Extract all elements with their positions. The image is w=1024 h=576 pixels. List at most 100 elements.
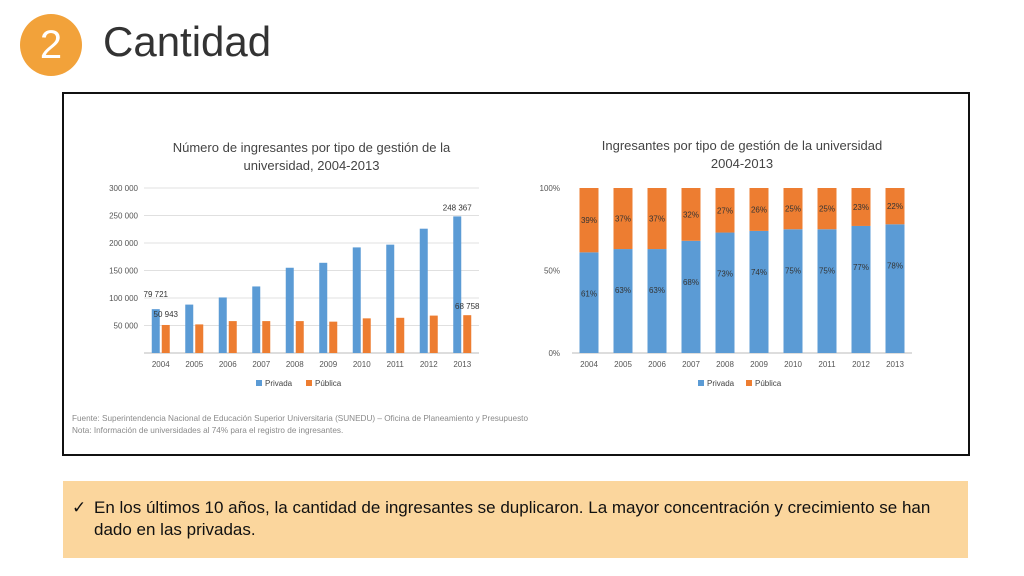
bar-publica-2011 [817, 188, 837, 230]
x-tick-label: 2009 [750, 360, 768, 369]
data-label-privada: 77% [853, 263, 869, 272]
bar-privada-2004 [151, 309, 160, 353]
x-tick-label: 2007 [252, 360, 270, 369]
chart-title-line: Ingresantes por tipo de gestión de la un… [602, 138, 882, 153]
data-label-publica: 27% [717, 206, 733, 215]
legend-swatch-privada [698, 380, 704, 386]
bar-publica-2004 [161, 324, 170, 353]
bar-privada-2012 [419, 228, 428, 353]
bar-publica-2007 [681, 188, 701, 241]
legend-label: Pública [755, 379, 782, 388]
bar-publica-2009 [329, 321, 338, 353]
x-tick-label: 2010 [784, 360, 802, 369]
y-tick-label: 0% [548, 349, 560, 358]
bar-privada-2009 [319, 262, 328, 353]
bar-publica-2005 [613, 188, 633, 250]
x-tick-label: 2010 [353, 360, 371, 369]
bar-publica-2009 [749, 188, 769, 231]
data-label-publica: 37% [649, 215, 665, 224]
bar-publica-2004 [579, 188, 599, 253]
bar-privada-2011 [817, 229, 837, 353]
bar-publica-2005 [195, 324, 204, 353]
stacked-bar-chart-porcentaje: Ingresantes por tipo de gestión de la un… [540, 138, 912, 388]
bar-privada-2012 [851, 225, 871, 353]
data-label-privada: 68% [683, 278, 699, 287]
y-tick-label: 250 000 [109, 212, 138, 221]
data-label-privada: 63% [649, 286, 665, 295]
data-label-publica: 37% [615, 215, 631, 224]
x-tick-label: 2004 [580, 360, 598, 369]
bar-privada-2010 [783, 229, 803, 353]
chart-title-line: universidad, 2004-2013 [244, 158, 380, 173]
data-label-publica: 22% [887, 202, 903, 211]
x-tick-label: 2012 [852, 360, 870, 369]
x-tick-label: 2005 [185, 360, 203, 369]
data-label-privada: 75% [785, 266, 801, 275]
x-tick-label: 2011 [818, 360, 836, 369]
data-label-publica: 39% [581, 216, 597, 225]
bar-publica-2012 [429, 315, 438, 353]
data-label-publica: 25% [819, 205, 835, 214]
x-tick-label: 2006 [648, 360, 666, 369]
data-label-privada: 63% [615, 286, 631, 295]
data-label-privada: 73% [717, 270, 733, 279]
legend-label: Privada [707, 379, 735, 388]
conclusion-text: En los últimos 10 años, la cantidad de i… [94, 498, 931, 539]
y-tick-label: 300 000 [109, 184, 138, 193]
x-tick-label: 2008 [716, 360, 734, 369]
bar-publica-2011 [396, 317, 405, 353]
x-tick-label: 2007 [682, 360, 700, 369]
conclusion-callout: ✓ En los últimos 10 años, la cantidad de… [63, 481, 968, 558]
page-title: Cantidad [103, 18, 272, 65]
data-label: 248 367 [443, 203, 472, 212]
data-label: 79 721 [144, 290, 169, 299]
source-footnote: Fuente: Superintendencia Nacional de Edu… [72, 414, 529, 423]
bar-privada-2013 [885, 224, 905, 353]
legend-swatch-privada [256, 380, 262, 386]
data-label: 50 943 [154, 310, 179, 319]
x-tick-label: 2013 [453, 360, 471, 369]
data-label-privada: 74% [751, 268, 767, 277]
bar-publica-2008 [295, 321, 304, 353]
bar-privada-2006 [647, 249, 667, 353]
x-tick-label: 2006 [219, 360, 237, 369]
bar-privada-2005 [185, 304, 194, 353]
bar-privada-2004 [579, 252, 599, 353]
bar-publica-2010 [362, 318, 371, 353]
data-label-publica: 25% [785, 205, 801, 214]
x-tick-label: 2011 [387, 360, 405, 369]
chart-title-line: Número de ingresantes por tipo de gestió… [173, 140, 451, 155]
x-tick-label: 2005 [614, 360, 632, 369]
legend-swatch-publica [746, 380, 752, 386]
bar-chart-ingresantes: Número de ingresantes por tipo de gestió… [109, 140, 480, 388]
bar-privada-2009 [749, 230, 769, 353]
bar-publica-2007 [262, 321, 271, 353]
legend-label: Privada [265, 379, 293, 388]
bar-publica-2012 [851, 188, 871, 226]
bar-privada-2011 [386, 244, 395, 353]
bar-publica-2008 [715, 188, 735, 233]
data-label-privada: 75% [819, 266, 835, 275]
section-number-badge: 2 [20, 14, 82, 76]
y-tick-label: 100 000 [109, 294, 138, 303]
note-footnote: Nota: Información de universidades al 74… [72, 426, 344, 435]
bar-privada-2013 [453, 216, 462, 353]
bar-privada-2008 [715, 232, 735, 353]
x-tick-label: 2004 [152, 360, 170, 369]
bar-publica-2006 [228, 321, 237, 353]
chart-title-line: 2004-2013 [711, 156, 773, 171]
bar-privada-2007 [252, 286, 261, 353]
bar-privada-2008 [285, 267, 294, 353]
bar-publica-2006 [647, 188, 667, 250]
y-tick-label: 50% [544, 267, 560, 276]
bar-publica-2013 [885, 188, 905, 225]
data-label-publica: 23% [853, 203, 869, 212]
checkmark-icon: ✓ [72, 498, 87, 517]
bar-publica-2010 [783, 188, 803, 230]
x-tick-label: 2012 [420, 360, 438, 369]
data-label-publica: 32% [683, 210, 699, 219]
y-tick-label: 200 000 [109, 239, 138, 248]
x-tick-label: 2009 [319, 360, 337, 369]
x-tick-label: 2013 [886, 360, 904, 369]
bar-publica-2013 [463, 315, 472, 353]
